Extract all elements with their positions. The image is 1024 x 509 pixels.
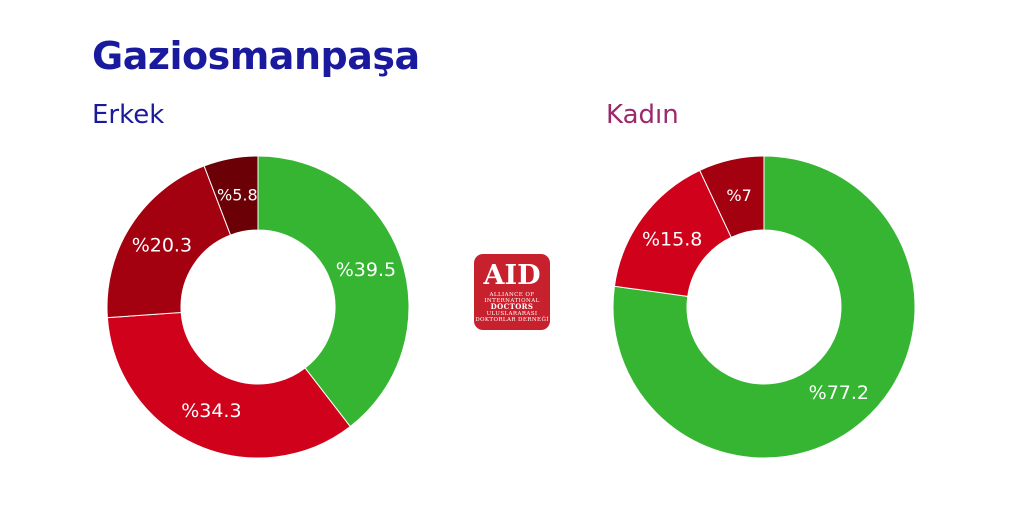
slice-label: %34.3 xyxy=(181,400,241,422)
logo-line: DOKTORLAR DERNEĞİ xyxy=(475,317,549,323)
logo-text: AID xyxy=(483,260,541,291)
donut-slice xyxy=(106,165,232,319)
slice-label: %5.8 xyxy=(217,185,258,204)
slice-label: %15.8 xyxy=(642,228,702,250)
slice-label: %20.3 xyxy=(132,235,192,257)
aid-logo: AID ALLIANCE OF INTERNATIONAL DOCTORS UL… xyxy=(474,254,550,330)
page-title: Gaziosmanpaşa xyxy=(92,34,420,78)
logo-line: ALLIANCE OF xyxy=(489,292,535,298)
logo-line: DOCTORS xyxy=(490,302,534,311)
donut-slice xyxy=(257,155,410,428)
slice-label: %7 xyxy=(726,186,751,205)
slice-label: %39.5 xyxy=(336,259,396,281)
donut-slice xyxy=(203,155,259,236)
logo-line: ULUSLARARASI xyxy=(486,311,538,317)
chart-title-kadin: Kadın xyxy=(606,100,679,130)
logo-line: INTERNATIONAL xyxy=(484,298,540,304)
chart-title-erkek: Erkek xyxy=(92,100,165,130)
donut-slice xyxy=(699,155,765,238)
donut-slice xyxy=(612,155,916,459)
slice-label: %77.2 xyxy=(809,382,869,404)
donut-slice xyxy=(106,311,351,459)
